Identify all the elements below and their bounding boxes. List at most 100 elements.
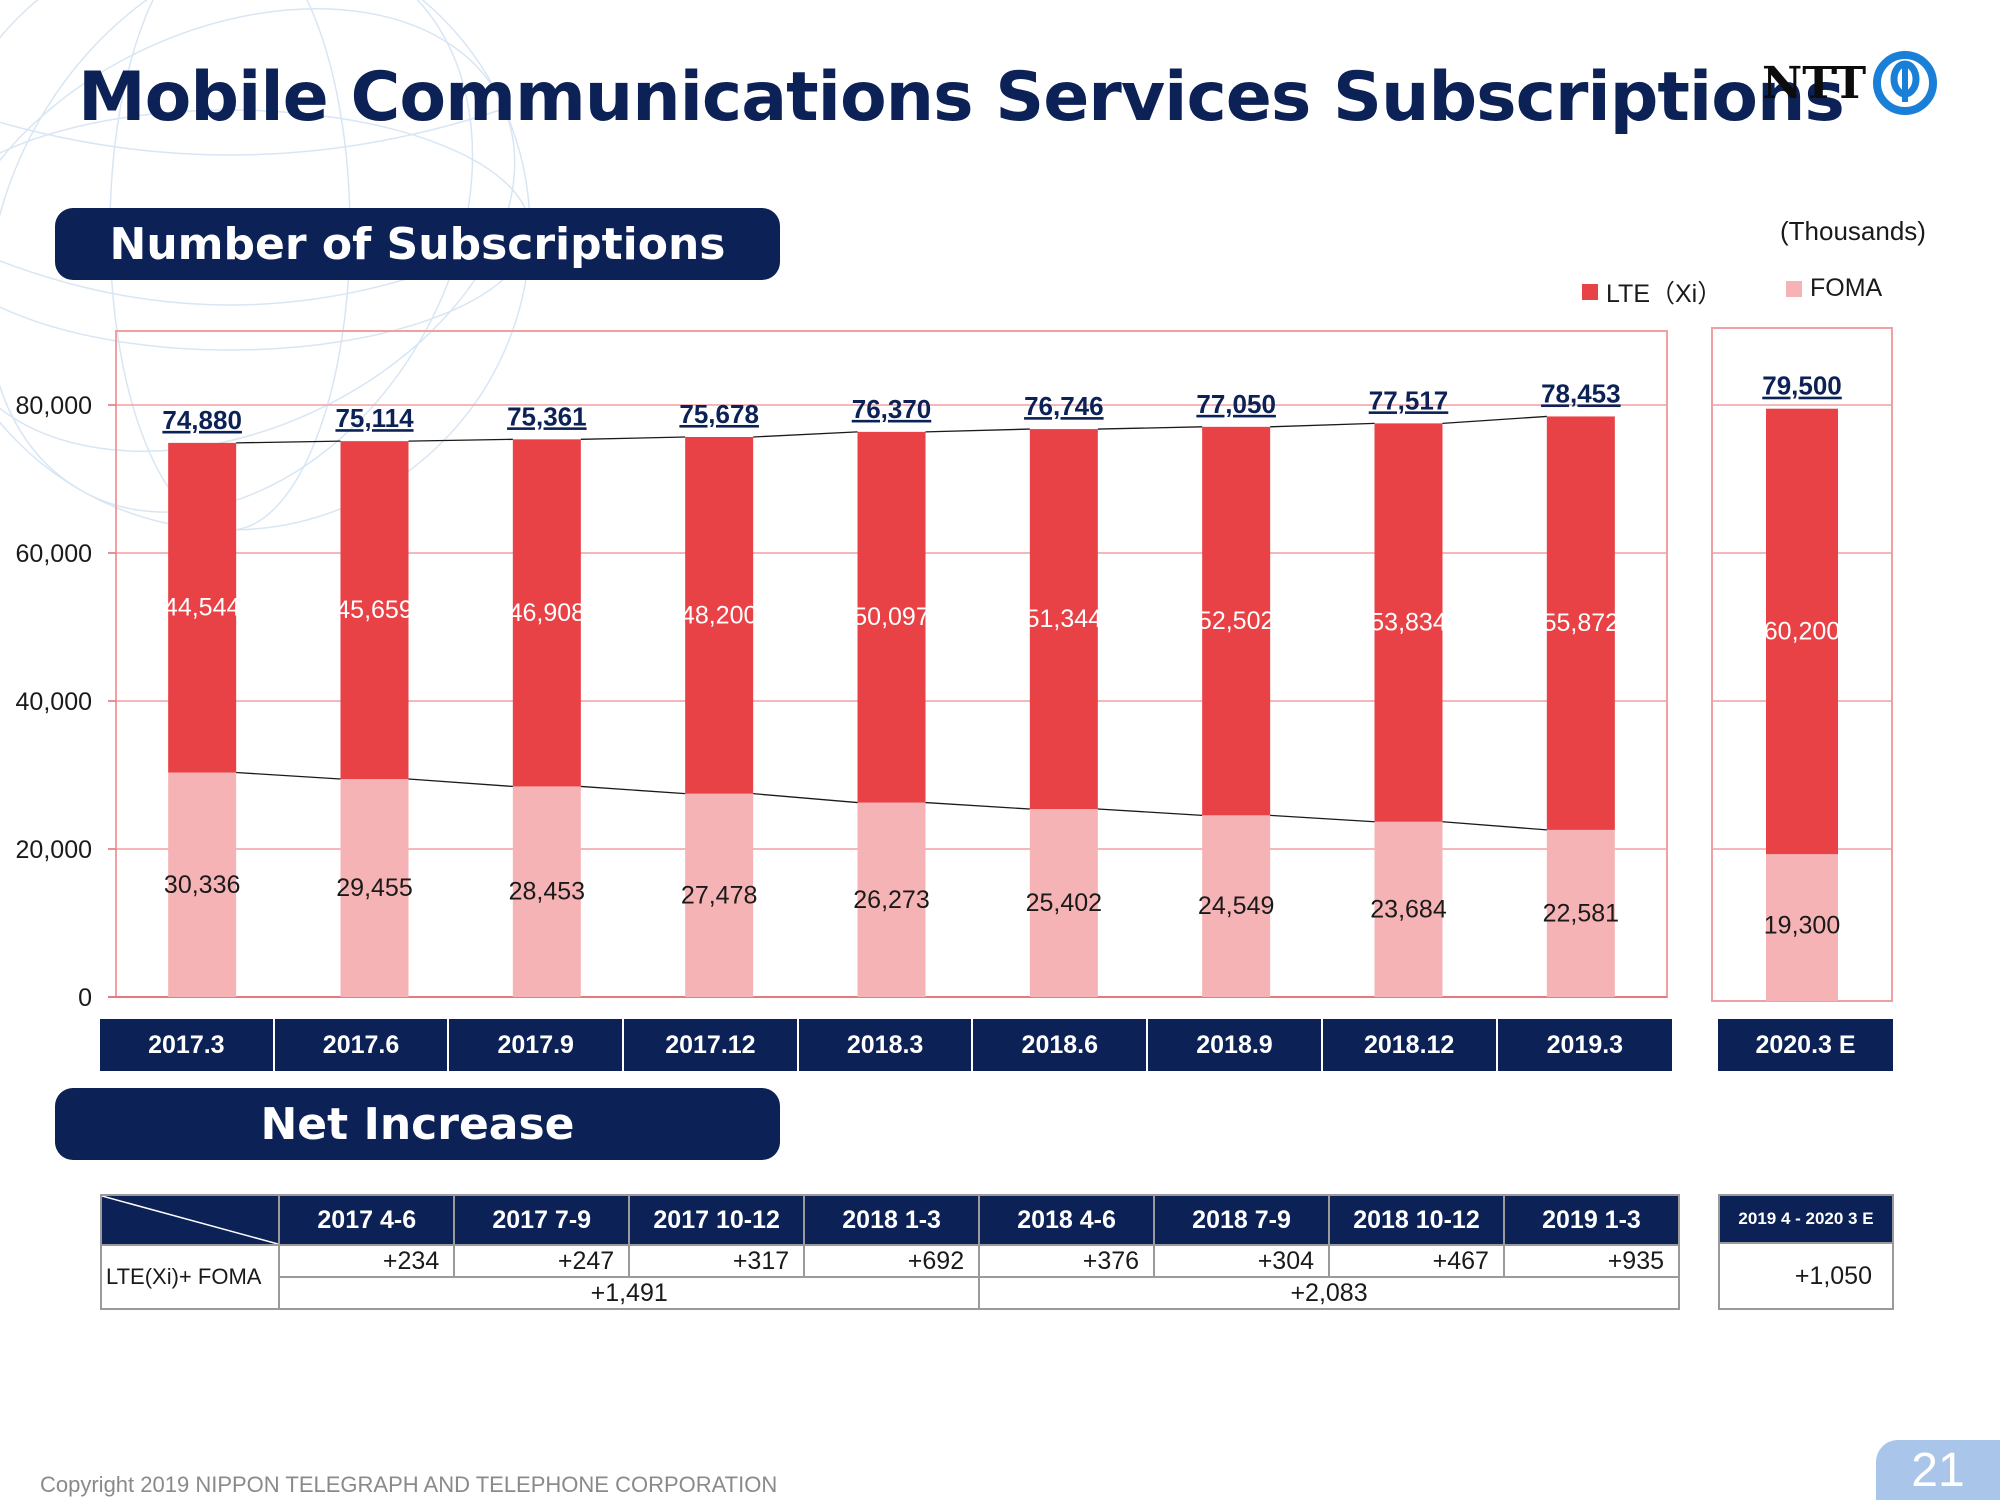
bar-foma [1374,821,1443,997]
legend-swatch-foma [1786,280,1802,297]
data-label-foma: 29,455 [336,874,412,902]
net-increase-quarter-value: +317 [628,1244,806,1278]
bar-lte [168,442,237,773]
data-label-lte-estimate: 60,200 [1764,617,1840,645]
category-axis-bar-estimate: 2020.3 E [1718,1019,1893,1071]
y-tick-label: 0 [78,984,92,1012]
connector-line-foma [925,801,1030,810]
page-title: Mobile Communications Services Subscript… [78,58,1845,137]
connector-line-total [408,438,513,442]
data-label-total: 77,050 [1196,389,1276,419]
data-label-lte: 53,834 [1370,609,1447,637]
category-label: 2019.3 [1497,1019,1673,1071]
net-increase-estimate-table: 2019 4 - 2020 3 E +1,050 [1718,1194,1894,1310]
bar-foma [1546,829,1615,997]
category-label: 2018.3 [798,1019,974,1071]
net-increase-subtotal-fy2017: +1,491 [278,1276,981,1310]
data-label-foma: 30,336 [164,871,240,899]
data-label-lte: 51,344 [1026,605,1103,633]
section-title-net-increase: Net Increase [55,1088,780,1160]
bar-lte [1202,426,1271,816]
net-increase-quarter-value: +935 [1502,1244,1681,1278]
ntt-logo-text: NTT [1762,58,1867,109]
net-increase-quarter-value: +692 [803,1244,981,1278]
data-label-total: 76,370 [852,394,932,424]
connector-line-total [753,431,858,438]
net-increase-table: 2017 4-6 2017 7-9 2017 10-12 2018 1-3 2018 4… [99,1194,1681,1310]
diagonal-divider [102,1196,278,1244]
data-label-total: 75,361 [507,401,587,431]
data-label-total: 78,453 [1541,378,1621,408]
net-increase-quarter-header: 2018 4-6 [978,1194,1156,1246]
page-number: 21 [1876,1440,2000,1500]
bar-foma [512,786,581,997]
bar-lte [512,439,581,787]
net-increase-header-row: 2017 4-6 2017 7-9 2017 10-12 2018 1-3 2018 4… [99,1194,1681,1246]
bar-foma [1029,809,1098,997]
table-corner-cell [99,1194,281,1246]
bar-foma [685,793,754,997]
bar-foma [168,772,237,997]
net-increase-subtotal-fy2018: +2,083 [978,1276,1680,1310]
net-increase-quarter-header: 2019 1-3 [1502,1194,1681,1246]
connector-line-foma [1270,814,1375,823]
data-label-foma: 27,478 [681,881,757,909]
net-increase-quarter-header: 2018 10-12 [1328,1194,1505,1246]
legend-swatch-lte [1582,284,1598,300]
category-label: 2018.9 [1148,1019,1323,1071]
category-label: 2017.12 [624,1019,799,1071]
net-increase-estimate-header: 2019 4 - 2020 3 E [1718,1194,1894,1244]
net-increase-quarter-value: +234 [278,1244,456,1278]
net-increase-values-row: LTE(Xi)+ FOMA +234 +247 +317 +692 +376 +304 +4… [99,1244,1681,1310]
category-label: 2017.6 [274,1019,450,1071]
bar-foma [1202,815,1271,997]
net-increase-quarter-header: 2017 4-6 [278,1194,456,1246]
connector-line-foma [1097,808,1203,816]
data-label-lte: 46,908 [509,599,585,627]
y-tick-label: 60,000 [16,540,92,568]
category-label-estimate: 2020.3 E [1718,1019,1893,1071]
data-label-total-estimate: 79,500 [1762,371,1842,401]
bar-foma-estimate [1766,854,1838,1001]
category-label: 2018.6 [973,1019,1149,1071]
legend-label-foma: FOMA [1810,274,1883,302]
data-label-total: 77,517 [1369,385,1449,415]
net-increase-quarter-value: +247 [453,1244,631,1278]
connector-line-foma [236,771,341,780]
bar-lte [1029,429,1098,810]
connector-line-total [1270,422,1375,428]
data-label-foma-estimate: 19,300 [1764,912,1840,940]
data-label-lte: 55,872 [1543,609,1619,637]
connector-line-foma [408,778,513,788]
data-label-foma: 24,549 [1198,892,1274,920]
category-label: 2017.3 [100,1019,275,1071]
y-tick-label: 80,000 [16,392,92,420]
connector-line-total [580,436,686,440]
bar-lte [1374,423,1443,822]
connector-line-foma [580,785,686,795]
legend-label-lte: LTE（Xi） [1606,280,1723,308]
y-tick-label: 20,000 [16,836,92,864]
data-label-total: 75,678 [679,399,759,429]
copyright-text: Copyright 2019 NIPPON TELEGRAPH AND TELE… [40,1472,778,1497]
bar-foma [340,779,409,997]
data-label-total: 74,880 [162,405,242,435]
connector-line-foma [1442,821,1547,831]
net-increase-subtotal-row: +1,491 +2,083 [101,1276,1680,1310]
bar-lte [340,441,409,780]
bar-lte [685,436,754,794]
net-increase-quarter-value: +467 [1328,1244,1505,1278]
net-increase-quarter-header: 2017 7-9 [453,1194,631,1246]
net-increase-estimate-value: +1,050 [1718,1242,1894,1310]
data-label-foma: 26,273 [853,886,929,914]
data-label-foma: 28,453 [509,878,585,906]
net-increase-quarter-header: 2017 10-12 [628,1194,806,1246]
connector-line-foma [753,793,858,804]
data-label-lte: 48,200 [681,601,757,629]
connector-line-total [1442,415,1547,425]
data-label-foma: 22,581 [1543,899,1619,927]
bar-lte-estimate [1766,408,1838,855]
connector-line-total [236,440,341,444]
data-label-lte: 44,544 [164,594,241,622]
net-increase-row-label: LTE(Xi)+ FOMA [99,1244,281,1310]
